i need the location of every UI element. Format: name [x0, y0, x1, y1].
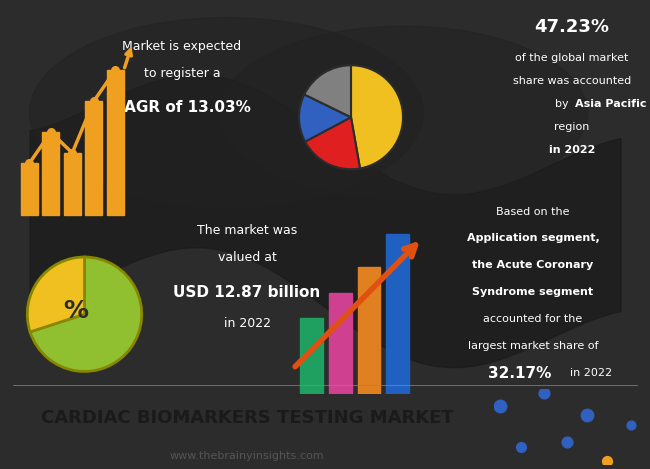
Text: valued at: valued at	[218, 251, 276, 264]
Point	[562, 438, 572, 446]
Point	[67, 149, 77, 157]
Wedge shape	[30, 257, 142, 371]
Text: by: by	[555, 99, 572, 109]
Text: in 2022: in 2022	[549, 145, 595, 155]
Wedge shape	[351, 65, 403, 168]
Point	[539, 389, 549, 396]
Point	[46, 129, 56, 136]
Wedge shape	[305, 117, 360, 169]
Text: to register a: to register a	[144, 67, 220, 80]
Text: USD 12.87 billion: USD 12.87 billion	[174, 285, 320, 300]
Text: in 2022: in 2022	[224, 317, 270, 330]
Wedge shape	[299, 94, 351, 142]
Polygon shape	[29, 17, 424, 208]
Text: in 2022: in 2022	[571, 368, 612, 378]
Text: largest market share of: largest market share of	[468, 341, 598, 351]
Text: share was accounted: share was accounted	[513, 76, 631, 86]
Text: Based on the: Based on the	[496, 206, 570, 217]
Text: Syndrome segment: Syndrome segment	[473, 287, 593, 297]
Wedge shape	[304, 65, 351, 117]
Text: 32.17%: 32.17%	[488, 365, 552, 380]
Text: The market was: The market was	[197, 224, 297, 237]
Polygon shape	[220, 26, 588, 199]
Text: region: region	[554, 122, 590, 132]
Bar	[21, 163, 38, 215]
Wedge shape	[27, 257, 84, 332]
Text: Application segment,: Application segment,	[467, 234, 599, 243]
Bar	[42, 132, 59, 215]
Point	[110, 67, 120, 74]
Text: %: %	[64, 299, 88, 323]
Bar	[300, 318, 323, 394]
Bar	[85, 101, 102, 215]
Text: Asia Pacific: Asia Pacific	[575, 99, 647, 109]
Point	[88, 98, 99, 105]
Point	[582, 411, 592, 418]
Text: www.thebrainyinsights.com: www.thebrainyinsights.com	[170, 451, 324, 461]
Text: 47.23%: 47.23%	[534, 18, 610, 36]
Point	[24, 159, 34, 167]
Point	[602, 457, 612, 465]
Text: CAGR of 13.03%: CAGR of 13.03%	[113, 100, 251, 115]
Text: Market is expected: Market is expected	[122, 40, 242, 53]
Text: the Acute Coronary: the Acute Coronary	[473, 260, 593, 270]
Text: of the global market: of the global market	[515, 53, 629, 63]
Text: accounted for the: accounted for the	[484, 314, 582, 324]
Point	[625, 422, 636, 429]
Bar	[386, 234, 409, 394]
Bar	[107, 70, 124, 215]
Bar	[358, 267, 380, 394]
Point	[515, 444, 526, 451]
Bar	[64, 153, 81, 215]
Bar	[329, 293, 352, 394]
Text: CARDIAC BIOMARKERS TESTING MARKET: CARDIAC BIOMARKERS TESTING MARKET	[40, 409, 454, 427]
Point	[495, 402, 506, 410]
